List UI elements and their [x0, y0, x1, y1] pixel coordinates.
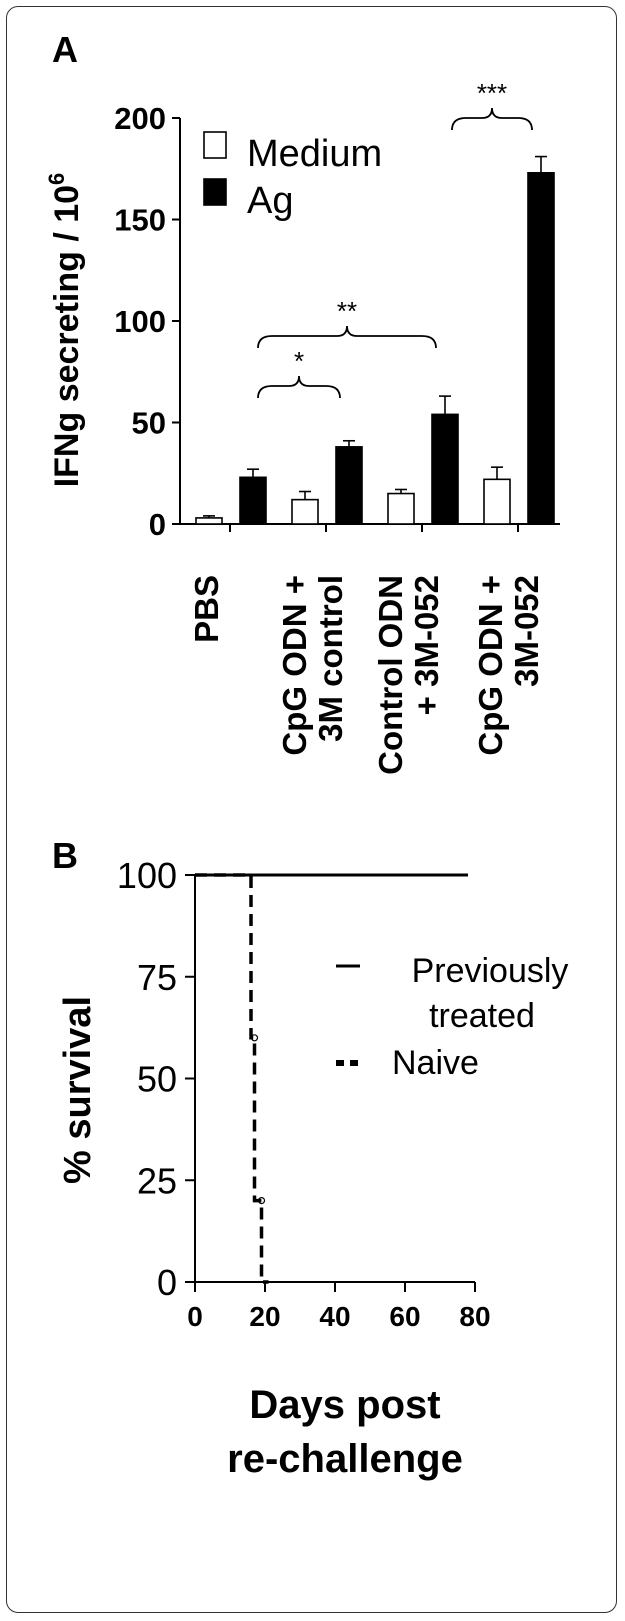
panel-a-category-label: CpG ODN +3M control [276, 575, 349, 756]
panel-b-x-tick-label: 80 [459, 1301, 490, 1332]
panel-a-significance-label: * [294, 346, 304, 376]
panel-b-legend-label-naive: Naive [392, 1044, 479, 1082]
panel-a-significance-label: ** [337, 296, 357, 326]
panel-b-label: B [52, 835, 78, 876]
panel-a-legend-swatch-medium [203, 131, 227, 159]
panel-b-censor-mark [257, 1196, 266, 1205]
panel-a-category-line1: CpG ODN + [276, 575, 313, 756]
panel-a-y-tick-label: 200 [114, 101, 166, 136]
panel-b-y-tick-label: 0 [157, 1262, 177, 1303]
panel-a-legend-swatch-ag [203, 178, 227, 206]
panel-a-y-tick-label: 100 [114, 304, 166, 339]
panel-a-ylabel-superscript: 6 [44, 173, 69, 185]
panel-b-legend-label-previously-treated-line1: Previously [412, 952, 569, 990]
panel-b-y-tick-label: 75 [137, 957, 177, 998]
panel-a-significance-brace [257, 325, 437, 349]
panel-b-y-tick-label: 25 [137, 1160, 177, 1201]
panel-a-category-line1: Control ODN [372, 575, 409, 775]
panel-b-x-tick-label: 60 [389, 1301, 420, 1332]
panel-b-x-tick-label: 0 [187, 1301, 203, 1332]
svg-text:IFNg secreting / 106: IFNg secreting / 106 [44, 173, 86, 488]
panel-a-ylabel-group: IFNg secreting / 106 [44, 173, 86, 488]
panel-a-category-line1: CpG ODN + [472, 575, 509, 756]
panel-a-category-line2: 3M-052 [508, 575, 545, 687]
panel-a-category-label: CpG ODN +3M-052 [472, 575, 545, 756]
panel-b-ylabel: % survival [57, 996, 99, 1184]
panel-b-x-tick-label: 20 [249, 1301, 280, 1332]
panel-b-curve-naive [195, 873, 269, 1284]
panel-a-bar-medium [483, 478, 511, 525]
panel-b-y-tick-label: 100 [117, 855, 177, 896]
panel-a-significance-brace [257, 375, 341, 399]
figure-frame [6, 6, 617, 1613]
panel-a-bar-medium [291, 498, 319, 525]
panel-b-plot: 0 25 50 75 100 0 20 40 60 80 Previously treated Naiv… [117, 855, 569, 1332]
panel-a-category-line2: + 3M-052 [408, 575, 445, 715]
panel-b-legend-label-previously-treated-line2: treated [429, 997, 535, 1035]
panel-a-bar-medium [387, 492, 415, 525]
panel-a-category-label: PBS [188, 575, 225, 643]
panel-a-bar-ag [431, 413, 459, 525]
panel-a-category-line1: PBS [188, 575, 225, 643]
panel-a-legend-label-ag: Ag [247, 180, 293, 222]
panel-a-y-tick-label: 50 [132, 406, 166, 441]
panel-a-significance-label: *** [477, 78, 507, 108]
panel-a-bar-medium [195, 517, 223, 525]
panel-a-y-tick-label: 0 [149, 507, 166, 542]
panel-b-ylabel-group: % survival [57, 996, 99, 1184]
panel-a-category-label: Control ODN + 3M-052 [372, 575, 445, 775]
panel-a-significance-brace [451, 107, 533, 131]
panel-b-y-tick-label: 50 [137, 1059, 177, 1100]
panel-a-label: A [52, 29, 78, 70]
panel-a-category-line2: 3M control [312, 575, 349, 742]
panel-a-bar-ag [239, 476, 267, 525]
panel-a-legend-label-medium: Medium [247, 133, 382, 175]
panel-a-bar-ag [527, 172, 555, 525]
panel-b-xlabel-line1: Days post [249, 1383, 440, 1427]
panel-b-x-tick-label: 40 [319, 1301, 350, 1332]
panel-b-censor-mark [250, 1034, 259, 1042]
panel-a-bar-ag [335, 446, 363, 525]
panel-a-y-tick-label: 150 [114, 203, 166, 238]
panel-a-ylabel: IFNg secreting / 10 [48, 185, 86, 487]
panel-b-xlabel-line2: re-challenge [227, 1437, 463, 1481]
